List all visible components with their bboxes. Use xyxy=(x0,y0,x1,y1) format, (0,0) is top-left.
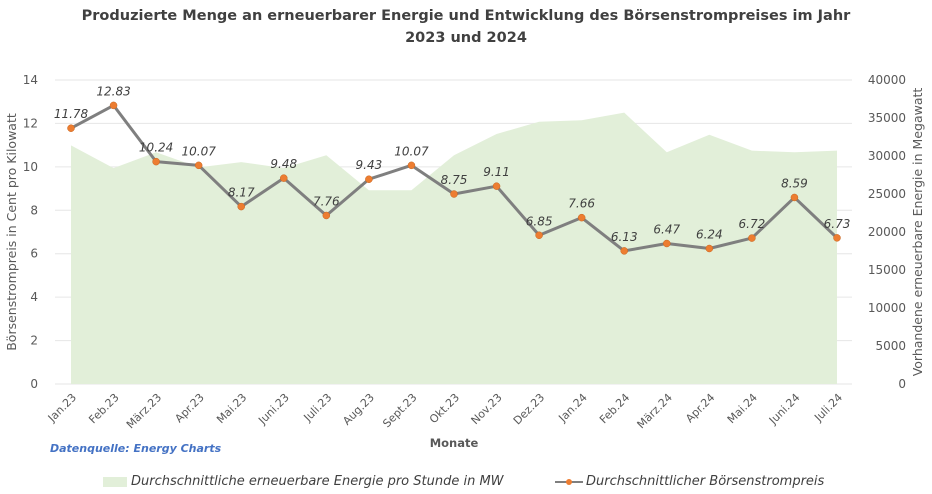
data-point xyxy=(322,211,331,220)
x-tick-label: März.24 xyxy=(635,391,675,431)
y-right-tick-label: 25000 xyxy=(868,187,906,201)
data-labels: 11.78 12.83 10.24 10.07 8.17 9.48 7.76 9.43 10.0… xyxy=(54,84,851,243)
data-label: 12.83 xyxy=(96,84,130,98)
data-point xyxy=(407,161,416,170)
data-label: 9.48 xyxy=(270,157,297,171)
chart-title-line-1: Produzierte Menge an erneuerbarer Energi… xyxy=(81,8,851,24)
data-label: 10.24 xyxy=(139,141,173,155)
data-point xyxy=(790,193,799,202)
x-tick-label: Juli.23 xyxy=(301,391,335,425)
data-label: 8.17 xyxy=(228,186,255,200)
legend-line-marker-icon xyxy=(555,477,583,487)
y-right-tick-label: 0 xyxy=(898,377,906,391)
data-point xyxy=(152,157,160,166)
x-tick-label: Juni.24 xyxy=(766,391,803,428)
y-axis-right-label: Vorhandene erneuerbare Energie in Megawa… xyxy=(910,88,925,377)
x-tick-label: Jan.23 xyxy=(45,391,79,425)
area-series xyxy=(71,112,837,385)
data-source-note: Datenquelle: Energy Charts xyxy=(50,442,222,455)
data-point xyxy=(280,174,288,182)
data-label: 8.75 xyxy=(441,173,468,187)
x-tick-label: Jan.24 xyxy=(556,391,590,425)
x-tick-label: Juli.24 xyxy=(811,391,845,425)
data-point xyxy=(748,234,756,242)
chart-title: Produzierte Menge an erneuerbarer Energi… xyxy=(0,5,932,49)
x-tick-label: März.23 xyxy=(124,391,164,431)
legend-item-area: Durchschnittliche erneuerbare Energie pr… xyxy=(103,474,504,489)
x-tick-label: Feb.24 xyxy=(597,391,632,426)
data-label: 7.66 xyxy=(568,197,595,211)
data-point xyxy=(620,247,628,255)
x-tick-label: Mai.23 xyxy=(214,391,249,426)
data-point xyxy=(237,202,245,211)
chart-title-line-2: 2023 und 2024 xyxy=(405,30,527,46)
data-label: 11.78 xyxy=(54,107,89,121)
y-axis-right-ticks: 0 5000 10000 15000 20000 25000 30000 35000 40000 xyxy=(868,73,906,391)
y-left-tick-label: 0 xyxy=(30,377,38,391)
x-tick-label: Nov.23 xyxy=(469,391,505,427)
y-right-tick-label: 40000 xyxy=(868,73,906,87)
y-right-tick-label: 35000 xyxy=(868,111,906,125)
x-axis-ticks: Jan.23 Feb.23 März.23 Apr.23 Mai.23 Juni.23 Ju… xyxy=(45,391,845,431)
data-point xyxy=(705,244,714,253)
data-label: 6.85 xyxy=(526,214,553,228)
y-left-tick-label: 2 xyxy=(30,334,38,348)
x-tick-label: Okt.23 xyxy=(427,391,462,426)
data-point xyxy=(535,231,543,240)
legend-item-line: Durchschnittlicher Börsenstrompreis xyxy=(555,474,824,489)
x-tick-label: Apr.24 xyxy=(683,391,717,425)
data-label: 8.59 xyxy=(781,176,808,190)
y-left-tick-label: 8 xyxy=(30,203,38,217)
data-point xyxy=(194,161,203,170)
y-left-tick-label: 10 xyxy=(23,160,38,174)
x-tick-label: Feb.23 xyxy=(86,391,121,426)
x-tick-label: Aug.23 xyxy=(340,391,377,428)
data-label: 10.07 xyxy=(394,144,429,158)
data-label: 6.24 xyxy=(696,228,723,242)
y-left-tick-label: 4 xyxy=(30,290,38,304)
data-point xyxy=(663,239,671,248)
data-label: 7.76 xyxy=(313,194,340,208)
data-label: 9.11 xyxy=(483,165,510,179)
y-left-tick-label: 14 xyxy=(23,73,38,87)
y-right-tick-label: 15000 xyxy=(868,263,906,277)
line-markers xyxy=(67,101,841,255)
y-axis-left-ticks: 0 2 4 6 8 10 12 14 xyxy=(23,73,38,391)
y-axis-left-label: Börsenstrompreis in Cent pro Kilowatt xyxy=(4,113,19,351)
data-label: 9.43 xyxy=(356,158,383,172)
y-right-tick-label: 10000 xyxy=(868,301,906,315)
x-tick-label: Apr.23 xyxy=(172,391,206,425)
legend-line-label: Durchschnittlicher Börsenstrompreis xyxy=(586,474,825,489)
data-point xyxy=(492,182,501,190)
y-right-tick-label: 30000 xyxy=(868,149,906,163)
data-point xyxy=(365,175,373,183)
y-left-tick-label: 12 xyxy=(23,116,38,130)
data-point xyxy=(109,101,118,110)
y-left-tick-label: 6 xyxy=(30,247,38,261)
data-label: 6.72 xyxy=(739,217,766,231)
x-tick-label: Mai.24 xyxy=(725,391,760,426)
data-label: 6.73 xyxy=(824,217,851,231)
y-right-tick-label: 20000 xyxy=(868,225,906,239)
legend: Durchschnittliche erneuerbare Energie pr… xyxy=(0,474,932,494)
data-point xyxy=(833,234,841,242)
x-tick-label: Sept.23 xyxy=(380,391,419,430)
data-label: 6.47 xyxy=(653,223,680,237)
data-point xyxy=(67,124,75,132)
data-label: 10.07 xyxy=(181,144,216,158)
y-right-tick-label: 5000 xyxy=(875,339,906,353)
data-point xyxy=(450,190,458,198)
data-point xyxy=(577,213,586,222)
x-axis-label: Monate xyxy=(430,436,479,450)
area-fill xyxy=(71,112,837,385)
data-label: 6.13 xyxy=(611,230,638,244)
legend-area-label: Durchschnittliche erneuerbare Energie pr… xyxy=(131,474,504,489)
legend-area-swatch-icon xyxy=(103,476,127,487)
x-tick-label: Dez.23 xyxy=(511,391,547,427)
x-tick-label: Juni.23 xyxy=(255,391,292,428)
